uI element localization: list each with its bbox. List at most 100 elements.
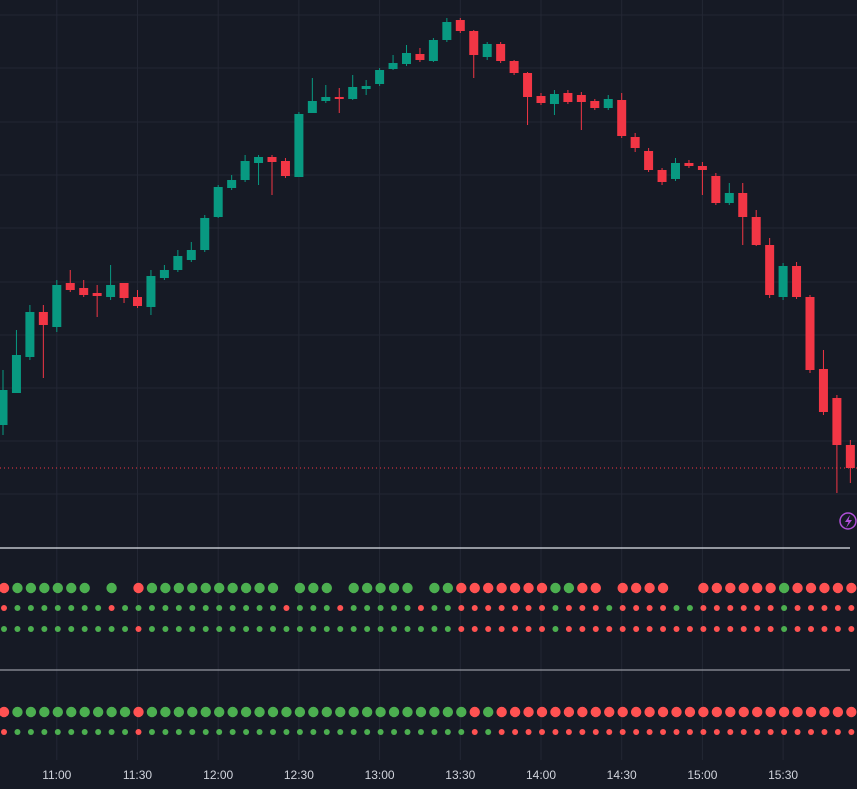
signal-dot [539,626,545,632]
signal-dot [509,582,521,594]
signal-dot [270,729,276,735]
signal-dot [698,706,709,718]
signal-dot [686,605,693,611]
x-tick-label: 15:30 [768,768,798,782]
x-tick-label: 11:00 [42,768,71,782]
signal-dot [485,605,492,611]
signal-dot [175,626,182,632]
signal-dot [767,605,774,611]
signal-dot [633,626,640,632]
signal-dot [68,729,75,735]
signal-dot [781,605,788,611]
signal-dot [552,605,559,611]
signal-dot [444,626,451,632]
signal-dot [146,582,158,594]
signal-dot [308,582,319,594]
candle-body [186,250,196,260]
signal-dot [66,706,77,718]
signal-dot [227,706,238,718]
signal-dot [254,706,265,718]
signal-dot [617,706,628,718]
candle-body [428,40,438,61]
signal-dot [565,729,572,735]
candle-body [845,445,855,468]
signal-dot [189,626,196,632]
signal-dot [283,729,290,735]
candle-body [603,99,613,108]
candle-body [684,163,694,166]
candles [0,18,857,493]
signal-dot [550,582,561,594]
signal-dot [256,729,263,735]
x-tick-label: 13:30 [445,768,475,782]
signal-dot [214,582,225,594]
signal-dot [700,729,707,735]
grid [0,0,857,760]
signal-dot [498,626,505,632]
signal-dot [81,605,88,611]
candle-body [200,218,210,250]
signal-dot [135,605,142,611]
signal-dot [417,626,424,632]
signal-dot [767,729,774,735]
signal-dot [442,582,454,594]
alert-icon[interactable] [839,512,857,530]
candle-body [711,176,721,203]
candle-body [402,53,411,64]
signal-dot [483,582,494,594]
signal-dot [431,605,438,611]
candle-body [375,70,385,84]
signal-dot [27,729,34,735]
candle-body [630,137,640,148]
signal-dot [686,626,693,632]
signal-dot [189,605,196,611]
signal-dot [792,706,803,718]
candle-body [738,193,748,217]
signal-dot [417,729,424,735]
signal-dot [296,626,303,632]
signal-dot [832,582,844,594]
signal-dot [200,582,211,594]
signal-dot [713,729,720,735]
candle-body [536,96,546,103]
signal-dot [148,729,155,735]
signal-dot [592,626,599,632]
signal-dot [375,582,386,594]
candle-body [388,63,398,69]
signal-dot [39,706,50,718]
signal-dot [68,626,75,632]
candle-body [119,283,129,298]
candle-body [348,87,358,99]
signal-dot [388,582,400,594]
signal-dot [240,706,252,718]
signal-dot [256,626,263,632]
signal-dot [335,706,346,718]
candle-body [832,398,842,445]
signal-dot [550,706,561,718]
signal-dot [590,582,601,594]
signal-dot [175,729,182,735]
signal-dot [458,729,465,735]
signal-dot [698,582,709,594]
candle-body [267,157,277,162]
signal-dot [375,706,386,718]
signal-dot [765,706,776,718]
signal-dot [361,706,373,718]
signal-dot [364,729,371,735]
signal-dot [536,706,548,718]
signal-dot [673,605,680,611]
signal-dot [283,626,290,632]
signal-dot [794,729,801,735]
signal-dot [0,582,10,594]
signal-dot [404,605,411,611]
signal-dot [12,582,23,594]
candle-body [280,161,290,176]
signal-dot [579,605,586,611]
signal-dot [579,626,586,632]
signal-dot [162,729,169,735]
signal-dot [483,706,494,718]
signal-dot [552,626,559,632]
signal-dot [79,706,90,718]
signal-dot [767,626,774,632]
signal-dot [162,626,169,632]
